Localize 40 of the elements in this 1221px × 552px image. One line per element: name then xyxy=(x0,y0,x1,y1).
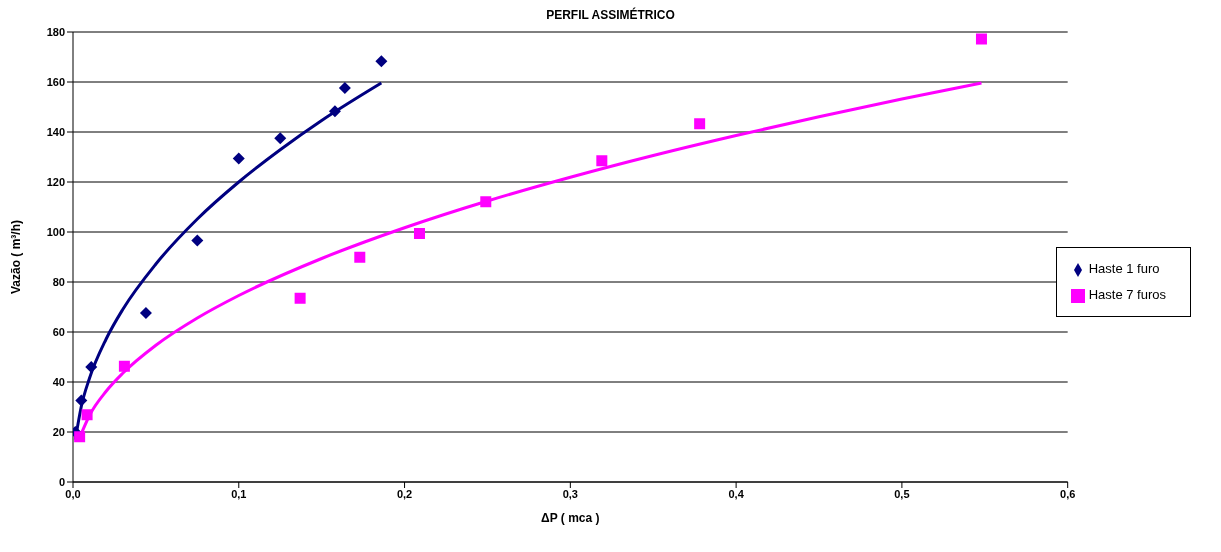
point xyxy=(694,118,706,130)
point xyxy=(354,251,366,263)
point xyxy=(328,105,341,118)
point xyxy=(975,33,987,45)
y-tick-label: 120 xyxy=(46,175,65,188)
x-tick-label: 0,1 xyxy=(231,487,247,500)
point xyxy=(294,292,306,304)
point xyxy=(85,361,98,373)
point xyxy=(191,234,204,247)
x-tick-label: 0,4 xyxy=(728,487,745,500)
y-tick-label: 180 xyxy=(46,25,65,38)
point xyxy=(81,409,93,421)
legend-label: Haste 1 furo xyxy=(1088,261,1160,276)
y-tick-label: 140 xyxy=(46,125,65,138)
chart-title: PERFIL ASSIMÉTRICO xyxy=(545,8,676,22)
x-axis-title: ΔP ( mca ) xyxy=(541,511,600,525)
x-tick-label: 0,2 xyxy=(396,487,413,500)
y-tick-label: 160 xyxy=(46,75,65,88)
legend-label: Haste 7 furos xyxy=(1088,287,1166,302)
y-tick-label: 40 xyxy=(52,375,65,388)
point xyxy=(232,152,245,165)
point xyxy=(596,155,608,167)
x-tick-label: 0,3 xyxy=(562,487,578,500)
point xyxy=(274,132,287,145)
point xyxy=(139,307,152,319)
point xyxy=(118,360,130,372)
point xyxy=(413,228,425,239)
point xyxy=(74,431,86,443)
x-tick-label: 0,5 xyxy=(894,487,910,500)
x-tick-label: 0,6 xyxy=(1060,487,1076,500)
y-tick-label: 0 xyxy=(58,475,65,488)
point xyxy=(375,55,388,68)
y-tick-label: 20 xyxy=(52,425,65,438)
y-tick-label: 60 xyxy=(52,325,65,338)
point xyxy=(338,82,351,94)
point xyxy=(480,196,492,208)
x-tick-label: 0,0 xyxy=(65,487,81,500)
y-tick-label: 100 xyxy=(46,225,65,238)
y-tick-label: 80 xyxy=(52,275,65,288)
y-axis-title: Vazão ( m³/h) xyxy=(9,219,24,295)
